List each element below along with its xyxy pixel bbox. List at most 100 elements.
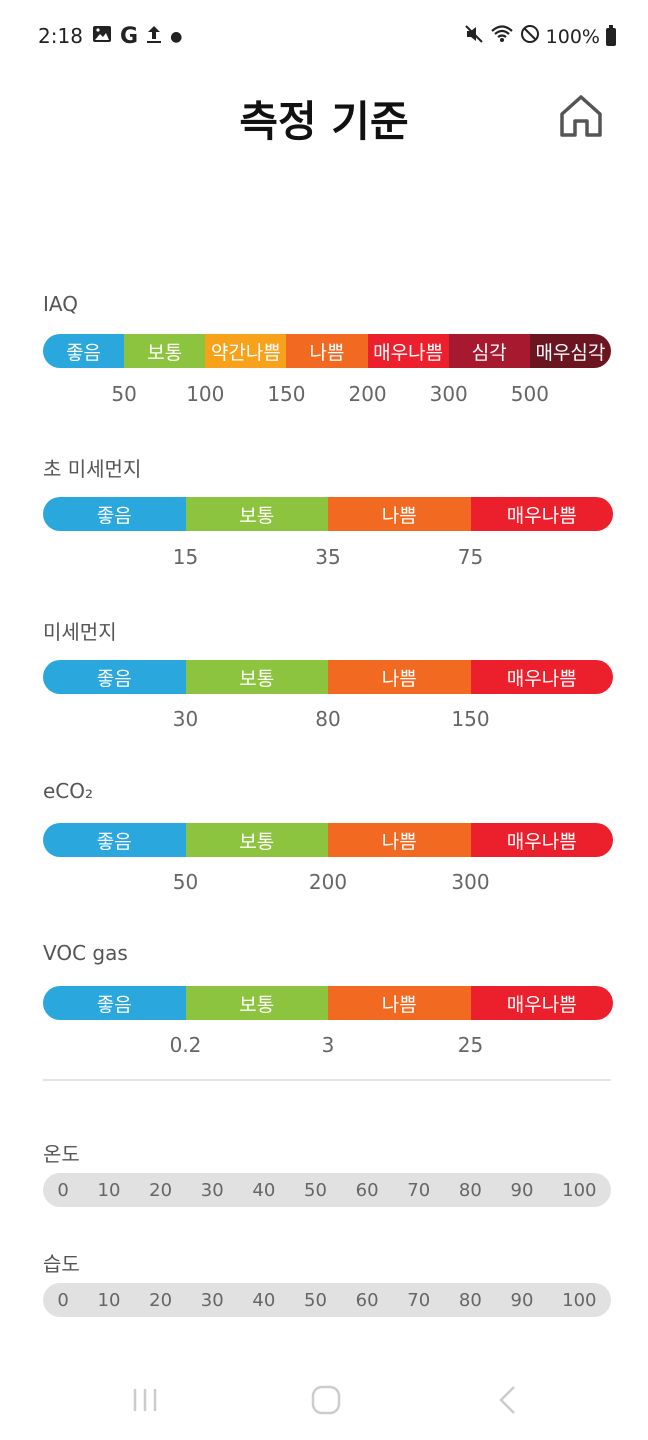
iaq-segment: 매우심각 [529, 334, 611, 368]
voc-segment: 좋음 [43, 986, 186, 1020]
pm25-threshold: 75 [457, 545, 484, 569]
iaq-threshold: 150 [267, 382, 306, 406]
do-not-disturb-icon [520, 24, 540, 49]
upload-icon [146, 24, 162, 49]
eco2-segment: 좋음 [43, 823, 186, 857]
pm25-scale-bar: 좋음 보통 나쁨 매우나쁨 [43, 497, 613, 531]
voc-threshold: 3 [321, 1033, 335, 1057]
temperature-tick: 60 [355, 1179, 379, 1201]
iaq-threshold: 50 [111, 382, 137, 406]
pm25-label: 초 미세먼지 [43, 457, 142, 481]
eco2-threshold: 300 [451, 870, 490, 894]
home-nav-icon [311, 1385, 341, 1415]
humidity-scale-bar: 0 10 20 30 40 50 60 70 80 90 100 [43, 1283, 611, 1317]
voc-scale-bar: 좋음 보통 나쁨 매우나쁨 [43, 986, 613, 1020]
status-notification-icons: G ● [92, 24, 182, 49]
pm10-segment: 보통 [185, 660, 328, 694]
temperature-label: 온도 [43, 1142, 80, 1166]
back-button[interactable] [478, 1374, 538, 1426]
humidity-tick: 60 [355, 1289, 379, 1311]
status-time: 2:18 [38, 24, 83, 48]
pm10-segment: 매우나쁨 [470, 660, 613, 694]
humidity-tick: 50 [304, 1289, 327, 1311]
dot-icon: ● [170, 28, 183, 45]
iaq-segment: 심각 [448, 334, 530, 368]
home-button[interactable] [553, 88, 609, 144]
temperature-tick: 100 [562, 1179, 597, 1201]
section-divider [43, 1079, 611, 1081]
humidity-label: 습도 [43, 1252, 80, 1276]
eco2-threshold: 50 [172, 870, 199, 894]
temperature-tick: 10 [97, 1179, 121, 1201]
pm25-segment: 보통 [185, 497, 328, 531]
iaq-thresholds: 50 100 150 200 300 500 [0, 382, 648, 408]
eco2-threshold: 200 [308, 870, 348, 894]
iaq-segment: 보통 [124, 334, 206, 368]
humidity-tick: 80 [458, 1289, 482, 1311]
iaq-segment: 매우나쁨 [367, 334, 449, 368]
temperature-tick: 90 [510, 1179, 534, 1201]
humidity-tick: 100 [562, 1289, 597, 1311]
pm25-threshold: 35 [315, 545, 341, 569]
eco2-thresholds: 50 200 300 [0, 870, 648, 896]
recent-apps-icon [133, 1389, 157, 1411]
mute-icon [464, 24, 484, 49]
pm25-segment: 나쁨 [328, 497, 471, 531]
pm10-segment: 나쁨 [328, 660, 471, 694]
humidity-tick: 30 [200, 1289, 224, 1311]
iaq-threshold: 300 [429, 382, 468, 406]
iaq-threshold: 200 [348, 382, 387, 406]
humidity-tick: 70 [407, 1289, 431, 1311]
voc-segment: 매우나쁨 [470, 986, 613, 1020]
iaq-segment: 좋음 [43, 334, 125, 368]
eco2-segment: 나쁨 [328, 823, 471, 857]
voc-segment: 나쁨 [328, 986, 471, 1020]
status-bar: 2:18 G ● 100% [0, 0, 648, 72]
eco2-scale-bar: 좋음 보통 나쁨 매우나쁨 [43, 823, 613, 857]
temperature-tick: 0 [57, 1179, 69, 1201]
pm25-segment: 매우나쁨 [470, 497, 613, 531]
temperature-scale-bar: 0 10 20 30 40 50 60 70 80 90 100 [43, 1173, 611, 1207]
battery-icon [606, 24, 616, 46]
pm10-threshold: 150 [451, 707, 490, 731]
eco2-label: eCO₂ [43, 779, 94, 803]
gallery-icon [92, 25, 112, 48]
voc-threshold: 25 [457, 1033, 484, 1057]
back-icon [499, 1386, 515, 1414]
pm10-threshold: 80 [315, 707, 341, 731]
iaq-threshold: 500 [510, 382, 549, 406]
temperature-tick: 20 [149, 1179, 173, 1201]
voc-threshold: 0.2 [169, 1033, 202, 1057]
eco2-segment: 보통 [185, 823, 328, 857]
temperature-tick: 30 [200, 1179, 224, 1201]
voc-segment: 보통 [185, 986, 328, 1020]
temperature-tick: 40 [252, 1179, 276, 1201]
temperature-tick: 50 [304, 1179, 327, 1201]
pm25-thresholds: 15 35 75 [0, 545, 648, 571]
pm25-threshold: 15 [172, 545, 199, 569]
pm10-scale-bar: 좋음 보통 나쁨 매우나쁨 [43, 660, 613, 694]
humidity-tick: 90 [510, 1289, 534, 1311]
home-icon [560, 95, 602, 137]
iaq-segment: 약간나쁨 [205, 334, 287, 368]
humidity-tick: 20 [149, 1289, 173, 1311]
pm10-label: 미세먼지 [43, 620, 117, 644]
temperature-tick: 80 [458, 1179, 482, 1201]
page-title: 측정 기준 [239, 97, 409, 146]
status-system-icons: 100% [464, 24, 616, 49]
humidity-tick: 0 [57, 1289, 69, 1311]
iaq-threshold: 100 [186, 382, 225, 406]
voc-thresholds: 0.2 3 25 [0, 1033, 648, 1059]
eco2-segment: 매우나쁨 [470, 823, 613, 857]
home-nav-button[interactable] [296, 1374, 356, 1426]
iaq-scale-bar: 좋음 보통 약간나쁨 나쁨 매우나쁨 심각 매우심각 [43, 334, 611, 368]
iaq-label: IAQ [43, 292, 78, 316]
voc-label: VOC gas [43, 941, 128, 965]
iaq-segment: 나쁨 [286, 334, 368, 368]
pm25-segment: 좋음 [43, 497, 186, 531]
pm10-thresholds: 30 80 150 [0, 707, 648, 733]
pm10-segment: 좋음 [43, 660, 186, 694]
system-navigation-bar [0, 1360, 648, 1440]
recent-apps-button[interactable] [115, 1374, 175, 1426]
battery-percent: 100% [545, 25, 600, 48]
